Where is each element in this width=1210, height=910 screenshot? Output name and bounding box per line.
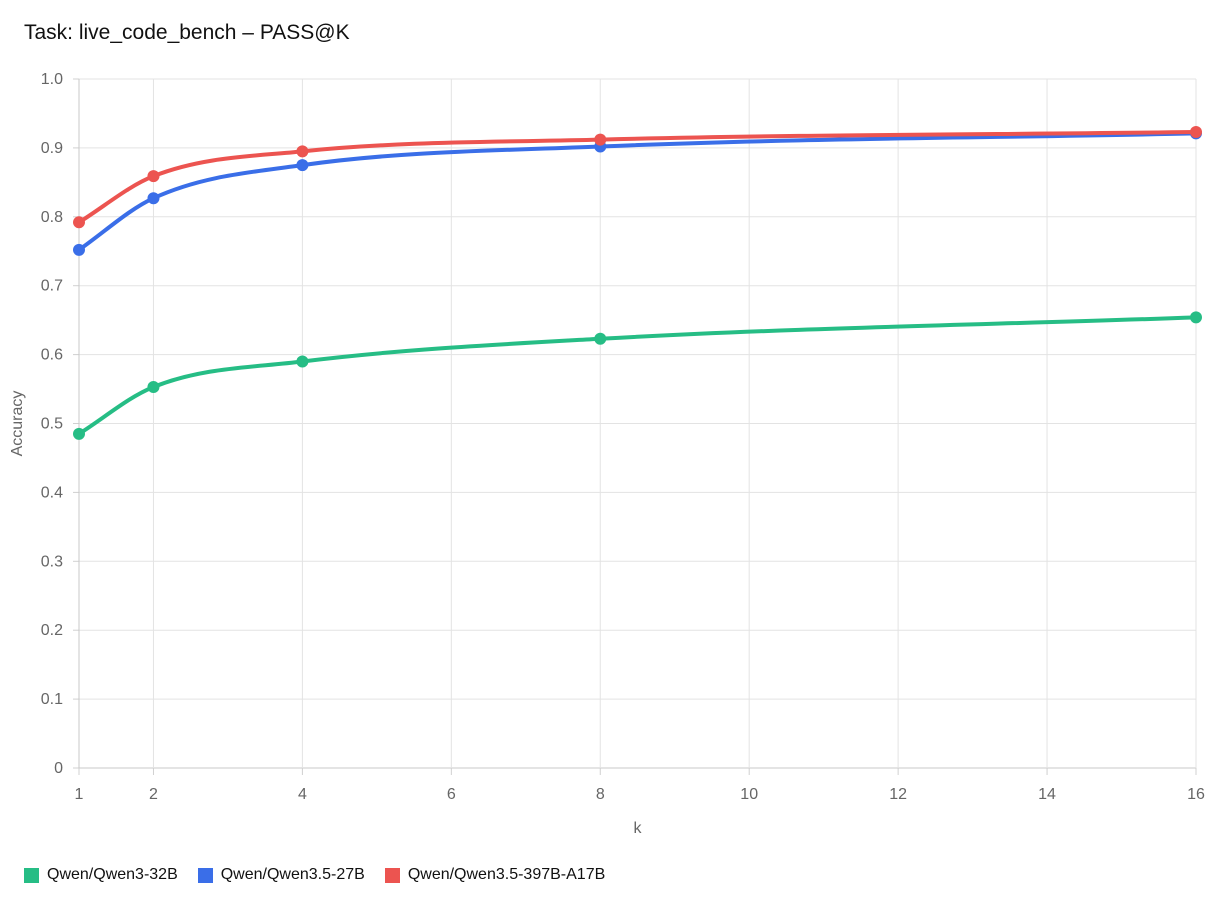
x-tick-label: 4 [298,786,307,803]
y-tick-label: 0.9 [41,140,63,157]
x-tick-label: 2 [149,786,158,803]
line-chart: 00.10.20.30.40.50.60.70.80.91.01 2 4 6 8 10 12… [9,71,1205,837]
data-point [147,192,160,205]
data-point [73,243,85,256]
series-line-0 [77,315,1198,436]
y-tick-label: 0.2 [41,622,63,639]
legend-label: Qwen/Qwen3.5-27B [220,866,365,883]
data-point [594,133,607,146]
data-point [1190,311,1202,324]
legend-swatch [197,867,213,883]
y-tick-label: 0.7 [41,278,63,295]
legend-swatch [384,867,400,883]
x-tick-label: 8 [596,786,605,803]
x-tick-label: 10 [740,786,758,803]
legend-item-qwen3-32b[interactable]: Qwen/Qwen3-32B [24,866,178,884]
series-line-1 [77,131,1198,252]
y-tick-label: 0 [54,760,63,777]
x-tick-label: 1 [75,786,84,803]
data-point [1190,126,1202,139]
data-point [147,380,160,393]
x-tick-label: 12 [889,786,907,803]
legend-label: Qwen/Qwen3-32B [47,866,178,883]
x-axis-label: k [634,820,643,837]
y-tick-label: 0.1 [41,691,63,708]
legend: Qwen/Qwen3-32B Qwen/Qwen3.5-27B Qwen/Qwe… [24,866,625,884]
legend-swatch [24,867,39,883]
y-tick-label: 0.4 [41,484,63,501]
data-point [147,170,160,183]
y-axis-label: Accuracy [9,391,26,457]
chart-title: Task: live_code_bench – PASS@K [24,21,350,44]
data-point [73,216,85,229]
data-point [296,145,309,158]
data-point [594,332,607,345]
x-tick-label: 6 [447,786,456,803]
data-point [296,355,309,368]
legend-item-qwen3-5-397b-a17b[interactable]: Qwen/Qwen3.5-397B-A17B [384,866,606,884]
data-point [73,427,85,440]
legend-label: Qwen/Qwen3.5-397B-A17B [407,866,606,883]
y-tick-label: 0.5 [41,416,63,433]
x-tick-label: 14 [1038,786,1056,803]
x-tick-label: 16 [1187,786,1205,803]
y-tick-label: 0.3 [41,553,63,570]
y-tick-label: 0.8 [41,209,63,226]
data-point [296,159,309,172]
y-tick-label: 1.0 [41,71,63,88]
y-tick-label: 0.6 [41,347,63,364]
legend-item-qwen3-5-27b[interactable]: Qwen/Qwen3.5-27B [197,866,365,884]
